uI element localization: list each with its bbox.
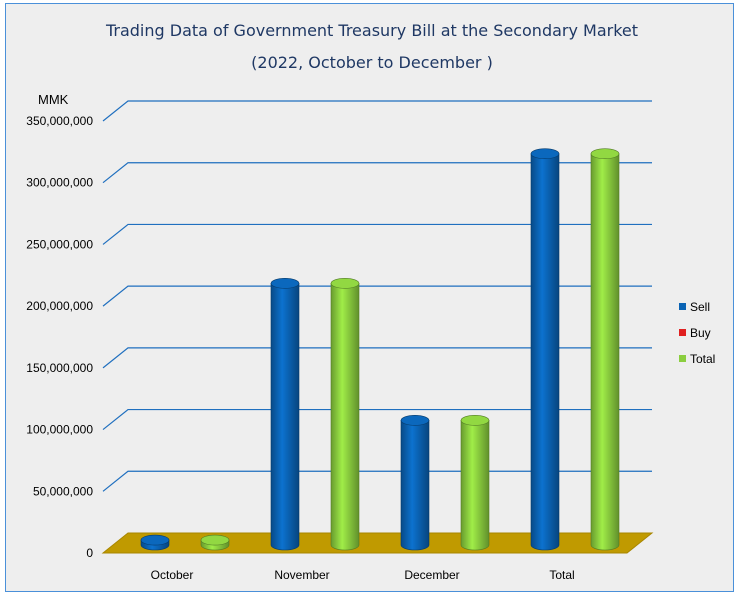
- y-tick-label: 50,000,000: [33, 484, 93, 498]
- bar-sell-november: [270, 278, 300, 551]
- y-axis-unit-label: MMK: [38, 92, 69, 107]
- x-axis-labels: October November December Total: [151, 568, 575, 582]
- bar-sell-october: [140, 534, 170, 551]
- gridline: [102, 470, 652, 492]
- bar-top: [400, 415, 430, 426]
- y-tick-label: 100,000,000: [26, 423, 93, 437]
- bar-top: [140, 534, 170, 546]
- bars: [140, 148, 620, 551]
- x-tick-label: Total: [549, 568, 574, 582]
- floor-plane: [101, 532, 654, 554]
- bar-total-december: [460, 415, 490, 551]
- bar-sell-total: [530, 148, 560, 551]
- chart-floor: [101, 532, 654, 554]
- bar-top: [200, 534, 230, 546]
- gridline: [102, 408, 652, 431]
- bar-top: [590, 148, 620, 160]
- bar-body: [460, 420, 490, 551]
- bar-top: [460, 415, 490, 426]
- gridline: [102, 347, 652, 369]
- bar-body: [270, 283, 300, 551]
- legend-swatch: [679, 329, 686, 336]
- bar-total-total: [590, 148, 620, 551]
- bar-total-november: [330, 278, 360, 551]
- chart-title: Trading Data of Government Treasury Bill…: [105, 21, 638, 40]
- bar-sell-december: [400, 415, 430, 551]
- bar-top: [530, 148, 560, 160]
- legend-label: Buy: [690, 326, 711, 340]
- gridline: [102, 162, 652, 184]
- y-tick-label: 0: [86, 546, 93, 560]
- bar-body: [330, 283, 360, 551]
- x-tick-label: October: [151, 568, 194, 582]
- legend: Sell Buy Total: [679, 300, 715, 366]
- legend-swatch: [679, 303, 686, 310]
- x-tick-label: December: [404, 568, 459, 582]
- x-tick-label: November: [274, 568, 329, 582]
- bar-body: [590, 153, 620, 551]
- legend-swatch: [679, 355, 686, 362]
- y-axis-ticks: 0 50,000,000 100,000,000 150,000,000 200,000…: [26, 114, 93, 560]
- bar-body: [400, 420, 430, 551]
- bar-total-october: [200, 534, 230, 551]
- bar-top: [270, 278, 300, 289]
- y-tick-label: 150,000,000: [26, 361, 93, 375]
- gridline: [102, 100, 652, 122]
- y-tick-label: 300,000,000: [26, 176, 93, 190]
- bar-top: [330, 278, 360, 289]
- gridline: [102, 285, 652, 307]
- bar-body: [530, 153, 560, 551]
- chart-subtitle: (2022, October to December ): [251, 53, 493, 72]
- y-tick-label: 350,000,000: [26, 114, 93, 128]
- legend-label: Total: [690, 352, 715, 366]
- y-tick-label: 200,000,000: [26, 299, 93, 313]
- y-tick-label: 250,000,000: [26, 237, 93, 251]
- gridline: [102, 223, 652, 245]
- legend-label: Sell: [690, 300, 710, 314]
- gridlines: [102, 100, 652, 492]
